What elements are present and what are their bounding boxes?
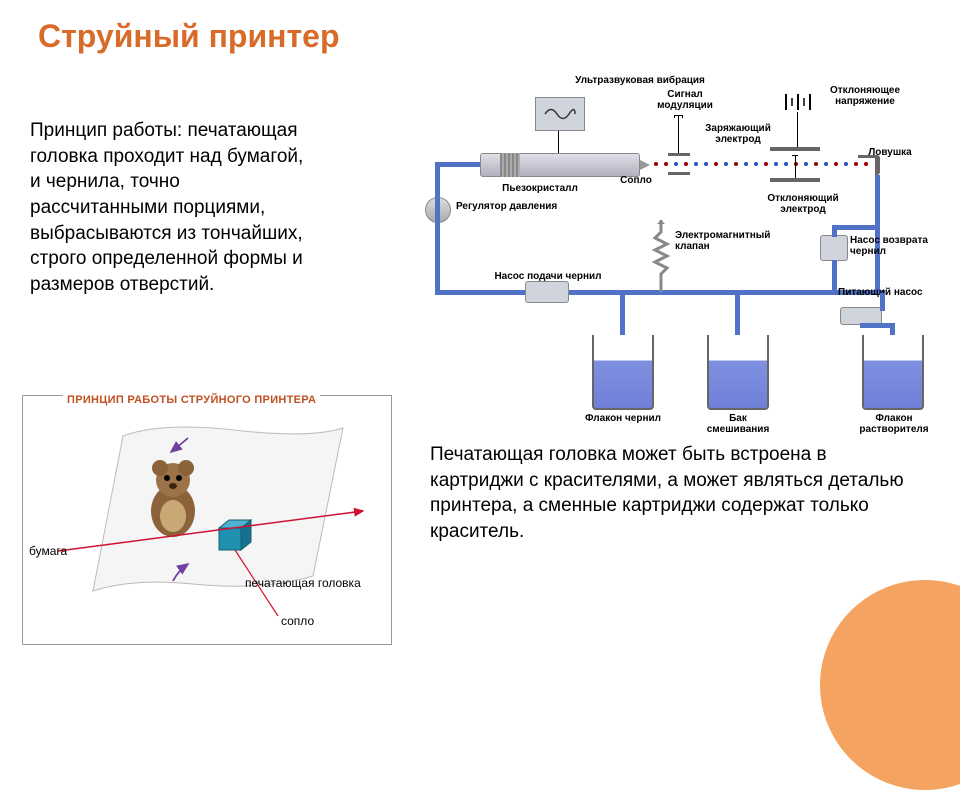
paragraph-principle: Принцип работы: печатающая головка прохо… [30, 118, 310, 297]
ink-bottle [592, 335, 654, 410]
waveform-generator [535, 97, 585, 131]
label-nozzle-bottom: сопло [281, 614, 314, 628]
label-print-head: печатающая головка [245, 576, 361, 590]
label-deflection-voltage: Отклоняющее напряжение [820, 85, 910, 107]
motion-arrows [23, 396, 393, 646]
label-pressure-regulator: Регулятор давления [456, 201, 576, 212]
battery-icon [780, 91, 816, 113]
label-mix-tank: Бак смешивания [698, 413, 778, 435]
label-ultrasonic: Ультразвуковая вибрация [550, 75, 730, 86]
corner-accent [820, 580, 960, 790]
label-deflection-electrode: Отклоняющий электрод [760, 193, 846, 215]
paragraph-cartridge: Печатающая головка может быть встроена в… [430, 442, 920, 545]
schematic-diagram: Ультразвуковая вибрация Сигнал модуляции… [420, 75, 950, 405]
label-ink-supply-pump: Насос подачи чернил [478, 271, 618, 282]
mix-tank [707, 335, 769, 410]
label-ink-bottle: Флакон чернил [585, 413, 661, 424]
solvent-bottle [862, 335, 924, 410]
label-solvent-bottle: Флакон растворителя [852, 413, 936, 435]
principle-diagram: ПРИНЦИП РАБОТЫ СТРУЙНОГО ПРИНТЕРА [22, 395, 392, 645]
droplet-stream [654, 162, 868, 166]
label-nozzle: Сопло [612, 175, 660, 186]
label-piezo: Пьезокристалл [495, 183, 585, 194]
label-paper: бумага [29, 544, 67, 558]
em-valve [651, 220, 671, 292]
label-ink-return-pump: Насос возврата чернил [850, 235, 945, 257]
ink-supply-pump [525, 281, 569, 303]
ink-return-pump [820, 235, 848, 261]
label-charging-electrode: Заряжающий электрод [698, 123, 778, 145]
slide-title: Струйный принтер [38, 18, 339, 55]
label-feed-pump: Питающий насос [838, 287, 938, 298]
label-em-valve: Электромагнитный клапан [675, 230, 785, 252]
piezo-crystal [500, 153, 520, 177]
label-modulation: Сигнал модуляции [650, 89, 720, 111]
pipe-left [435, 175, 440, 295]
